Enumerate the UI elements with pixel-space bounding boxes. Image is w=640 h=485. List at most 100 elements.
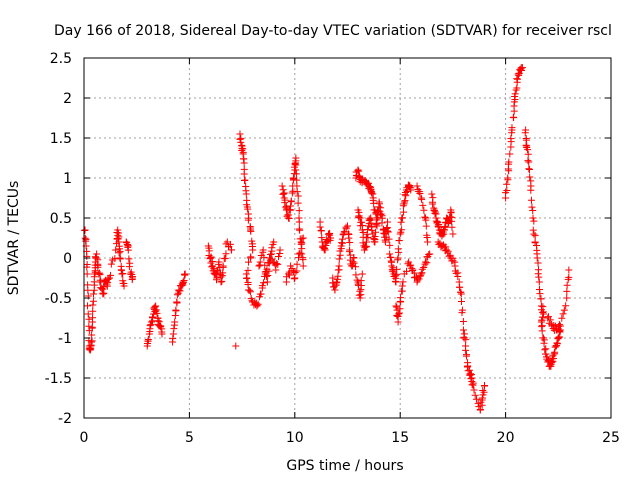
- data-point: [288, 189, 296, 197]
- data-point: [356, 294, 364, 302]
- y-tick-label: 0: [63, 251, 72, 267]
- data-point: [345, 248, 353, 256]
- data-point: [458, 298, 466, 306]
- data-point: [155, 318, 163, 326]
- data-point: [295, 254, 303, 262]
- data-point: [389, 266, 397, 274]
- chart-title: Day 166 of 2018, Sidereal Day-to-day VTE…: [54, 23, 612, 39]
- data-point: [536, 290, 544, 298]
- data-point: [429, 200, 437, 208]
- data-point: [280, 190, 288, 198]
- data-point: [525, 165, 533, 173]
- data-point: [221, 254, 229, 262]
- data-point: [338, 235, 346, 243]
- data-point: [244, 266, 252, 274]
- data-point: [107, 271, 115, 279]
- y-tick-label: 1: [63, 171, 72, 187]
- data-point: [87, 338, 95, 346]
- data-point: [541, 346, 549, 354]
- data-point: [295, 207, 303, 215]
- data-point: [89, 307, 97, 315]
- data-point: [401, 197, 409, 205]
- y-tick-label: 1.5: [50, 131, 72, 147]
- data-point: [176, 287, 184, 295]
- data-point: [529, 226, 537, 234]
- data-point: [124, 246, 132, 254]
- data-point: [291, 160, 299, 168]
- data-point: [479, 386, 487, 394]
- data-point: [240, 159, 248, 167]
- data-point: [226, 240, 234, 248]
- data-point: [335, 262, 343, 270]
- data-point: [171, 318, 179, 326]
- data-point: [218, 277, 226, 285]
- data-point: [442, 243, 450, 251]
- data-point: [448, 217, 456, 225]
- data-point: [563, 294, 571, 302]
- data-point: [279, 190, 287, 198]
- data-point: [340, 228, 348, 236]
- data-point: [299, 256, 307, 264]
- data-point: [462, 352, 470, 360]
- data-point: [152, 306, 160, 314]
- data-point: [417, 270, 425, 278]
- y-tick-labels: -2 -1.5 -1 -0.5 0 0.5 1 1.5 2 2.5: [45, 51, 72, 427]
- data-point: [213, 270, 221, 278]
- data-point: [327, 234, 335, 242]
- data-point: [352, 271, 360, 279]
- data-point: [358, 218, 366, 226]
- x-tick-label: 15: [391, 430, 409, 446]
- data-point: [507, 135, 515, 143]
- data-point: [457, 288, 465, 296]
- data-point: [409, 266, 417, 274]
- data-point: [207, 259, 215, 267]
- y-tick-label: 2.5: [50, 51, 72, 67]
- data-point: [418, 265, 426, 273]
- data-point: [295, 250, 303, 258]
- data-point: [470, 386, 478, 394]
- data-point: [355, 167, 363, 175]
- data-point: [405, 183, 413, 191]
- data-point: [395, 309, 403, 317]
- data-point: [322, 241, 330, 249]
- data-point: [446, 213, 454, 221]
- data-point: [354, 166, 362, 174]
- data-point: [533, 254, 541, 262]
- data-point: [399, 202, 407, 210]
- data-point: [457, 290, 465, 298]
- data-point: [268, 244, 276, 252]
- data-point: [217, 278, 225, 286]
- data-point: [352, 263, 360, 271]
- data-point: [295, 218, 303, 226]
- data-point: [508, 124, 516, 132]
- data-point: [373, 222, 381, 230]
- data-point: [89, 301, 97, 309]
- data-point: [525, 158, 533, 166]
- data-point: [299, 234, 307, 242]
- data-point: [403, 267, 411, 275]
- data-point: [455, 283, 463, 291]
- data-point: [531, 232, 539, 240]
- data-point: [249, 246, 257, 254]
- data-point: [518, 64, 526, 72]
- data-point: [392, 272, 400, 280]
- data-point: [84, 286, 92, 294]
- plot-frame: [83, 57, 612, 419]
- data-point: [332, 281, 340, 289]
- data-point: [388, 262, 396, 270]
- data-point: [392, 278, 400, 286]
- data-point: [323, 237, 331, 245]
- data-point: [95, 270, 103, 278]
- x-tick-label: 5: [185, 430, 194, 446]
- data-point: [420, 206, 428, 214]
- data-point: [480, 388, 488, 396]
- data-point: [335, 255, 343, 263]
- data-point: [322, 236, 330, 244]
- data-point: [445, 252, 453, 260]
- data-point: [287, 202, 295, 210]
- data-point: [471, 391, 479, 399]
- data-point: [276, 246, 284, 254]
- x-tick-label: 20: [497, 430, 515, 446]
- data-point: [321, 246, 329, 254]
- data-point: [364, 234, 372, 242]
